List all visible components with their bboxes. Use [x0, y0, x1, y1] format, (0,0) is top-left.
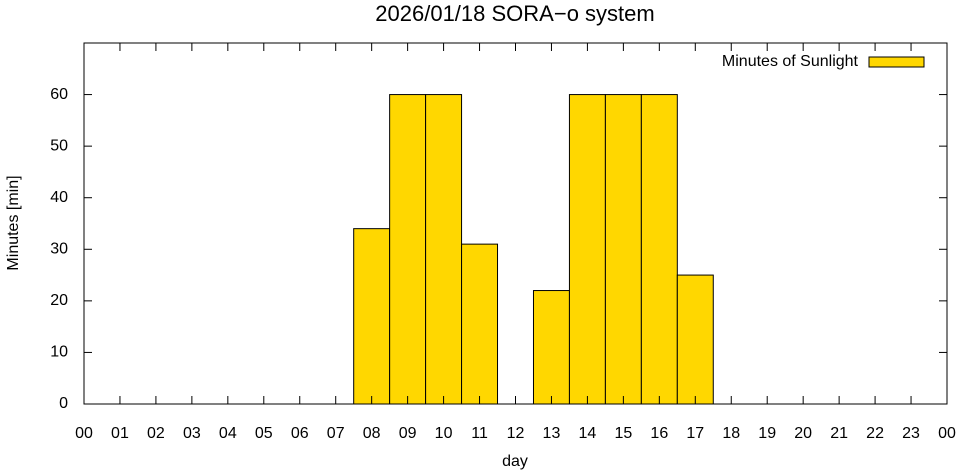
y-tick-label: 60 [50, 86, 68, 103]
y-tick-label: 0 [59, 395, 68, 412]
bar [568, 94, 606, 405]
legend-swatch [868, 56, 925, 68]
plot-frame [83, 42, 948, 405]
x-tick-label: 11 [471, 425, 488, 442]
bar [425, 94, 463, 405]
x-tick-label: 21 [830, 425, 848, 442]
x-tick-label: 01 [111, 425, 129, 442]
x-tick-label: 07 [327, 425, 345, 442]
y-tick-label: 40 [50, 189, 68, 206]
legend-label: Minutes of Sunlight [722, 53, 859, 70]
x-tick-label: 06 [291, 425, 309, 442]
bar [604, 94, 642, 405]
x-tick-label: 00 [938, 425, 956, 442]
x-tick-label: 09 [399, 425, 417, 442]
x-tick-label: 22 [866, 425, 884, 442]
x-tick-label: 19 [758, 425, 776, 442]
x-axis-label: day [502, 453, 528, 470]
y-tick-label: 30 [50, 241, 68, 258]
x-tick-label: 10 [435, 425, 453, 442]
x-tick-label: 08 [363, 425, 381, 442]
x-tick-label: 05 [255, 425, 273, 442]
x-tick-label: 04 [219, 425, 237, 442]
x-tick-label: 20 [794, 425, 812, 442]
bar [389, 94, 427, 405]
y-axis-label: Minutes [min] [5, 175, 22, 270]
y-tick-label: 20 [50, 292, 68, 309]
x-tick-label: 02 [147, 425, 165, 442]
x-tick-label: 03 [183, 425, 201, 442]
bar [676, 274, 714, 405]
x-tick-label: 12 [507, 425, 525, 442]
x-tick-label: 15 [614, 425, 632, 442]
x-tick-label: 00 [75, 425, 93, 442]
bar [640, 94, 678, 405]
x-tick-label: 17 [686, 425, 704, 442]
x-tick-label: 23 [902, 425, 920, 442]
bar [461, 243, 499, 405]
x-tick-label: 13 [543, 425, 561, 442]
y-tick-label: 50 [50, 137, 68, 154]
chart-title: 2026/01/18 SORA−o system [375, 1, 654, 26]
x-tick-label: 14 [579, 425, 597, 442]
y-tick-label: 10 [50, 344, 68, 361]
x-tick-label: 18 [722, 425, 740, 442]
x-tick-label: 16 [650, 425, 668, 442]
bar [532, 290, 570, 405]
bar [353, 228, 391, 405]
